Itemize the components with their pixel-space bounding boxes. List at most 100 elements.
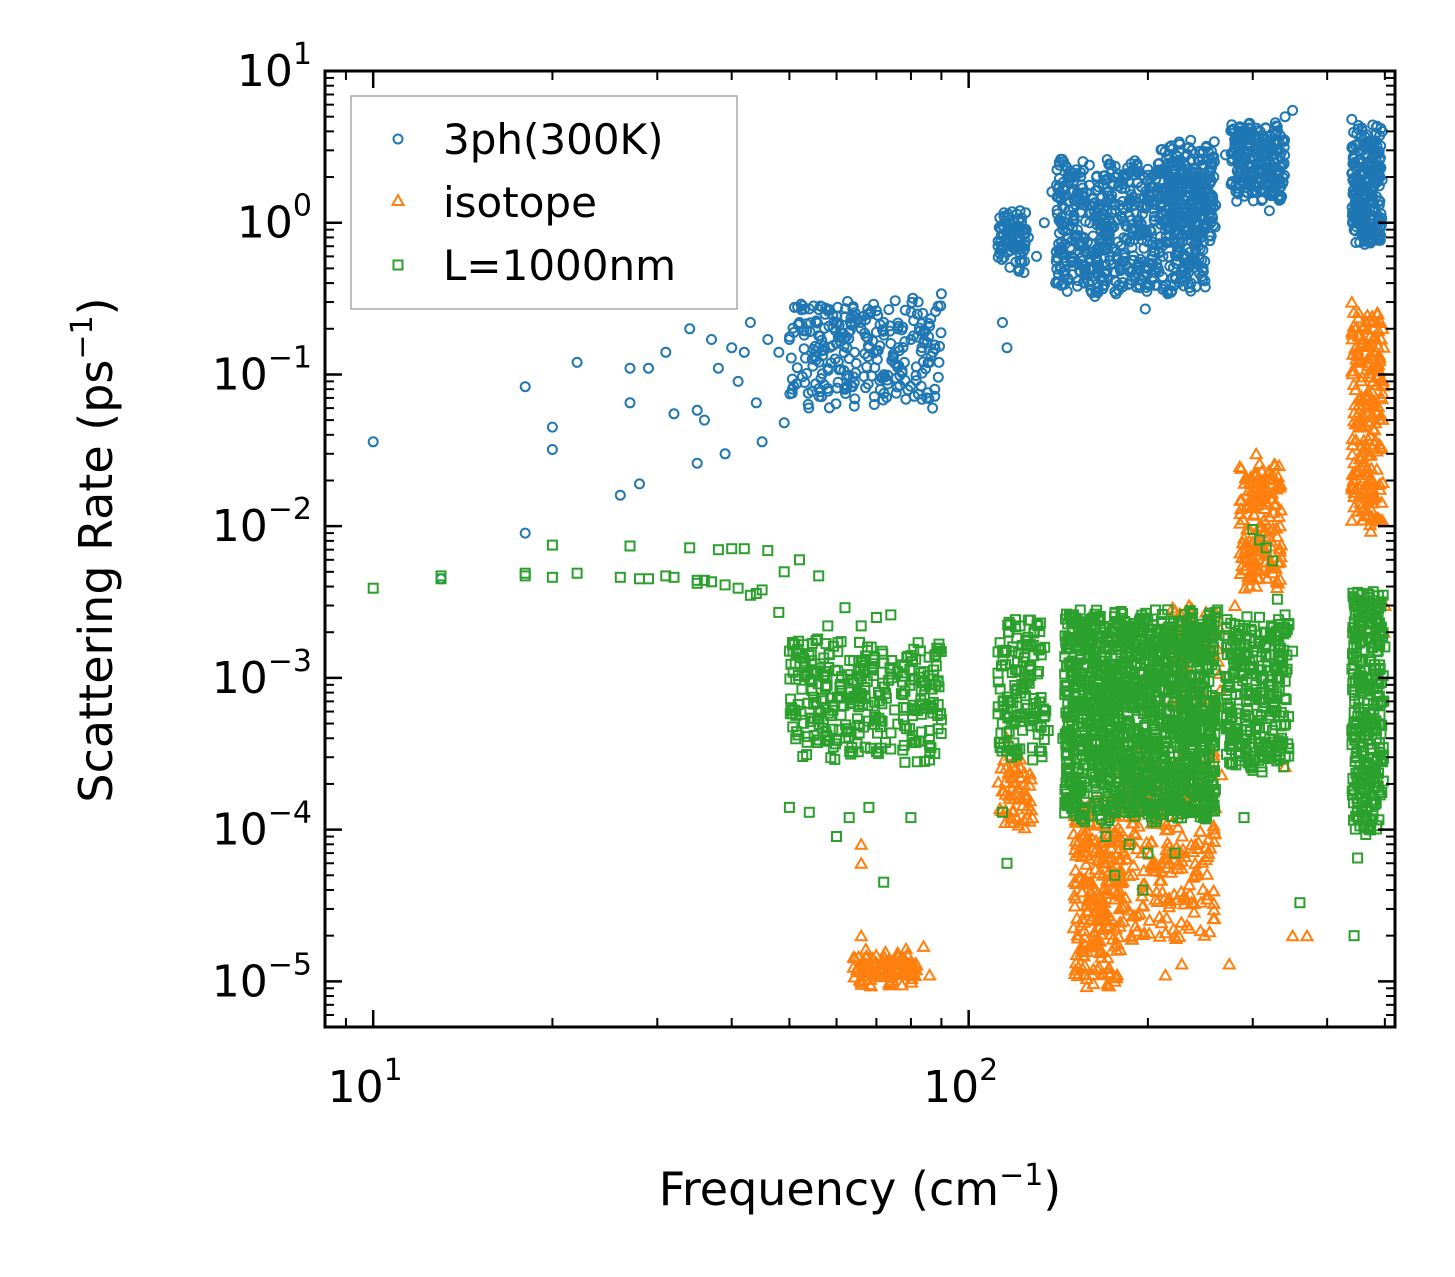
square-point	[1087, 654, 1099, 666]
circle-point	[806, 385, 818, 397]
square-point	[1140, 643, 1152, 654]
circle-point	[1057, 224, 1069, 236]
circle-point	[1244, 171, 1256, 183]
circle-point	[1063, 274, 1075, 286]
circle-point	[1272, 143, 1284, 155]
triangle-point	[1188, 837, 1203, 851]
triangle-point	[1370, 361, 1386, 375]
triangle-point	[1359, 322, 1375, 335]
circle-point	[1356, 122, 1368, 134]
square-point	[808, 698, 820, 710]
square-point	[821, 729, 833, 741]
square-point	[1078, 684, 1090, 696]
triangle-point	[1265, 565, 1281, 579]
square-point	[899, 720, 911, 732]
square-point	[801, 736, 813, 748]
circle-point	[1241, 186, 1253, 198]
square-point	[862, 641, 874, 653]
square-point	[1195, 767, 1207, 779]
circle-point	[1256, 195, 1268, 206]
circle-point	[997, 317, 1008, 328]
triangle-point	[1299, 928, 1315, 942]
circle-point	[898, 356, 910, 368]
triangle-point	[1360, 384, 1376, 397]
square-point	[919, 680, 931, 692]
square-point	[998, 738, 1010, 750]
triangle-point	[1012, 790, 1027, 803]
triangle-point	[1249, 561, 1264, 574]
square-point	[1145, 697, 1157, 709]
circle-point	[1181, 148, 1193, 160]
triangle-point	[879, 968, 895, 981]
circle-point	[1373, 165, 1385, 177]
square-point	[1109, 606, 1121, 618]
square-point	[792, 670, 804, 681]
circle-point	[1171, 250, 1183, 262]
triangle-point	[1238, 543, 1253, 556]
circle-point	[933, 356, 945, 368]
square-point	[1197, 741, 1209, 753]
circle-point	[367, 436, 379, 448]
circle-point	[848, 400, 860, 412]
triangle-point	[1095, 868, 1111, 881]
square-point	[1113, 619, 1125, 630]
circle-point	[932, 371, 944, 383]
triangle-point	[853, 856, 869, 869]
triangle-point	[1179, 918, 1195, 931]
triangle-point	[1273, 537, 1289, 551]
circle-point	[1101, 205, 1113, 217]
triangle-point	[1206, 911, 1221, 925]
triangle-point	[1082, 851, 1097, 864]
square-point	[855, 655, 867, 666]
triangle-point	[1376, 340, 1391, 353]
circle-point	[934, 340, 945, 352]
square-point	[1011, 683, 1023, 695]
square-point	[1146, 811, 1157, 823]
circle-point	[1271, 138, 1283, 149]
triangle-point	[1071, 870, 1087, 883]
circle-point	[750, 397, 762, 409]
series-1	[846, 295, 1393, 993]
circle-point	[1158, 182, 1170, 194]
triangle-point	[1265, 468, 1281, 481]
circle-point	[1256, 183, 1268, 195]
circle-point	[813, 330, 825, 342]
circle-point	[840, 388, 851, 399]
square-point	[1173, 751, 1184, 763]
triangle-point	[1369, 462, 1385, 475]
circle-point	[1275, 181, 1287, 193]
circle-point	[803, 303, 815, 315]
circle-point	[1156, 197, 1167, 208]
square-point	[785, 658, 797, 670]
circle-point	[1100, 217, 1112, 229]
circle-point	[1038, 217, 1050, 229]
circle-point	[773, 346, 785, 358]
circle-point	[1064, 165, 1076, 177]
circle-point	[1261, 138, 1273, 150]
square-point	[876, 715, 888, 727]
circle-point	[1350, 237, 1362, 248]
circle-point	[889, 295, 901, 307]
circle-point	[1197, 273, 1209, 285]
circle-point	[1153, 266, 1165, 278]
circle-point	[1131, 160, 1143, 172]
circle-point	[929, 390, 941, 402]
square-point	[854, 662, 866, 674]
triangle-point	[1357, 508, 1373, 522]
triangle-point	[1232, 493, 1248, 506]
triangle-point	[1355, 449, 1370, 462]
square-point	[1032, 668, 1043, 680]
triangle-point	[1101, 961, 1117, 974]
circle-point	[910, 375, 922, 387]
triangle-point	[1174, 829, 1190, 842]
circle-point	[1141, 175, 1153, 187]
circle-point	[935, 288, 947, 300]
circle-point	[571, 356, 583, 368]
circle-point	[1091, 255, 1103, 267]
circle-point	[1210, 199, 1222, 211]
square-point	[1010, 685, 1021, 697]
square-point	[1078, 733, 1090, 745]
triangle-point	[1345, 366, 1360, 380]
circle-point	[1155, 144, 1167, 156]
circle-point	[1172, 151, 1183, 162]
